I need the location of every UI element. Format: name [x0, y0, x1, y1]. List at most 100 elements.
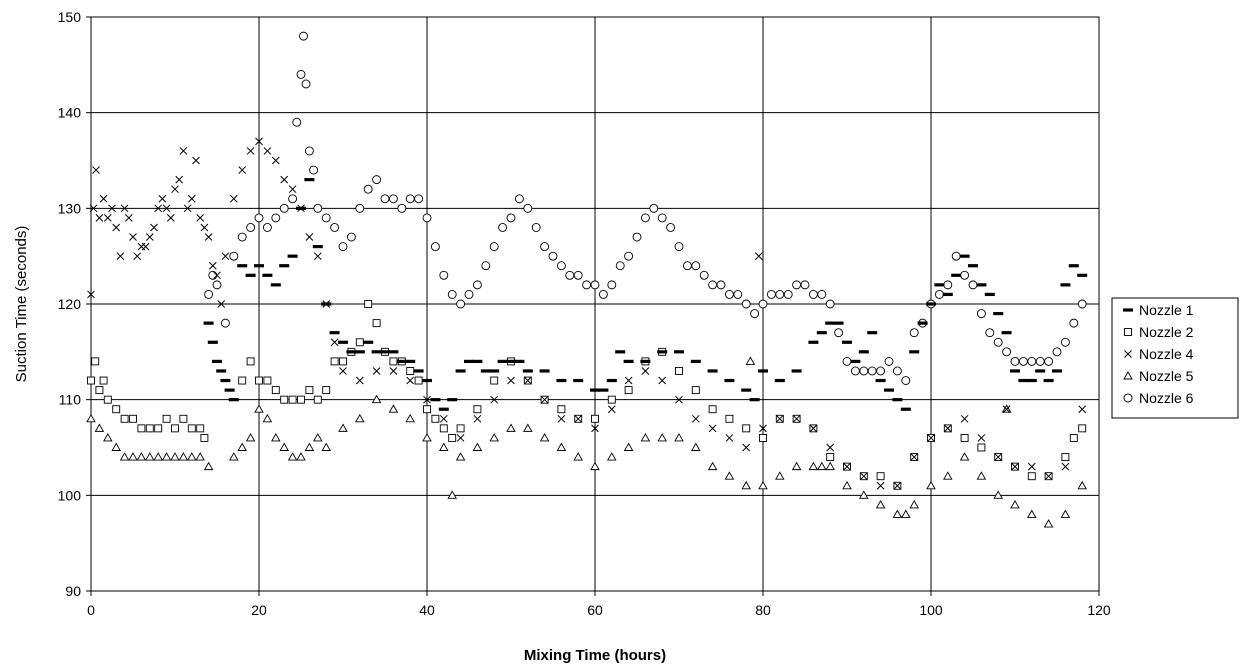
legend-marker-nozzle-2	[1124, 328, 1132, 336]
data-point-nozzle-4	[372, 367, 381, 375]
data-point-nozzle-2	[473, 405, 482, 414]
data-point-nozzle-4	[1002, 405, 1011, 414]
data-point-nozzle-2	[313, 395, 322, 404]
data-point-nozzle-6	[976, 309, 986, 319]
data-point-nozzle-5	[229, 452, 239, 461]
data-point-nozzle-6	[355, 203, 365, 213]
y-tick-label: 100	[58, 487, 82, 503]
data-point-nozzle-1	[447, 398, 458, 402]
data-point-nozzle-1	[968, 264, 978, 268]
data-point-nozzle-5	[724, 471, 735, 480]
data-point-nozzle-1	[1052, 369, 1062, 373]
data-point-nozzle-6	[254, 213, 264, 223]
data-point-nozzle-4	[574, 414, 583, 423]
data-point-nozzle-2	[112, 405, 121, 414]
data-point-nozzle-2	[675, 367, 683, 375]
data-point-nozzle-6	[447, 289, 457, 299]
data-point-nozzle-4	[162, 204, 171, 213]
data-point-nozzle-6	[867, 366, 877, 376]
data-point-nozzle-1	[842, 340, 852, 344]
data-point-nozzle-1	[615, 350, 626, 354]
data-point-nozzle-1	[464, 359, 474, 363]
data-point-nozzle-4	[977, 434, 986, 442]
data-point-nozzle-6	[397, 203, 407, 213]
data-point-nozzle-5	[758, 480, 768, 490]
data-point-nozzle-2	[1069, 433, 1078, 442]
data-point-nozzle-2	[389, 357, 398, 366]
data-point-nozzle-6	[632, 232, 642, 242]
data-point-nozzle-1	[224, 388, 235, 392]
data-point-nozzle-6	[640, 213, 650, 223]
data-point-nozzle-6	[304, 146, 314, 156]
data-point-nozzle-5	[187, 452, 197, 461]
data-point-nozzle-1	[338, 340, 348, 344]
x-axis-title: Mixing Time (hours)	[524, 647, 666, 664]
data-point-nozzle-6	[330, 223, 340, 232]
data-point-nozzle-2	[322, 386, 331, 395]
data-point-nozzle-4	[624, 376, 633, 385]
data-point-nozzle-2	[1061, 453, 1070, 462]
data-point-nozzle-6	[716, 280, 726, 290]
y-tick-label: 140	[58, 105, 82, 121]
data-point-nozzle-6	[279, 203, 289, 213]
data-point-nozzle-6	[876, 366, 886, 376]
data-point-nozzle-2	[876, 472, 885, 481]
data-point-nozzle-6	[842, 356, 852, 366]
data-point-nozzle-1	[573, 378, 584, 383]
data-point-nozzle-4	[171, 185, 179, 194]
y-axis-title: Suction Time (seconds)	[13, 226, 30, 383]
data-point-nozzle-4	[658, 376, 667, 385]
data-point-nozzle-5	[203, 461, 214, 471]
data-point-nozzle-1	[993, 311, 1004, 316]
data-point-nozzle-2	[103, 395, 112, 404]
data-point-nozzle-6	[506, 213, 516, 223]
data-point-nozzle-6	[741, 299, 751, 309]
data-point-nozzle-4	[263, 147, 272, 155]
data-point-nozzle-4	[204, 233, 213, 241]
data-point-nozzle-5	[94, 423, 105, 432]
data-point-nozzle-5	[279, 442, 289, 451]
data-point-nozzle-6	[850, 366, 860, 376]
data-point-nozzle-5	[254, 404, 264, 413]
data-point-nozzle-5	[976, 471, 987, 480]
data-point-nozzle-1	[942, 292, 953, 297]
data-point-nozzle-2	[448, 433, 457, 442]
data-point-nozzle-6	[666, 223, 676, 232]
data-point-nozzle-4	[1078, 405, 1087, 414]
data-point-nozzle-6	[472, 280, 482, 290]
data-point-nozzle-2	[431, 414, 440, 423]
data-point-nozzle-1	[590, 388, 600, 392]
data-point-nozzle-5	[539, 433, 550, 442]
x-tick-label: 60	[587, 602, 603, 618]
data-point-nozzle-2	[759, 433, 767, 442]
data-point-nozzle-1	[380, 350, 390, 354]
data-point-nozzle-6	[489, 242, 499, 252]
data-point-nozzle-6	[338, 242, 348, 252]
data-point-nozzle-4	[129, 233, 137, 241]
data-point-nozzle-1	[951, 273, 962, 277]
data-point-nozzle-4	[120, 204, 129, 213]
data-point-nozzle-2	[557, 405, 566, 414]
data-point-nozzle-6	[615, 261, 625, 271]
data-point-nozzle-6	[1002, 347, 1012, 357]
data-point-nozzle-1	[203, 321, 214, 325]
data-point-nozzle-6	[901, 376, 911, 385]
data-point-nozzle-6	[531, 223, 541, 232]
data-point-nozzle-6	[598, 289, 608, 299]
data-point-nozzle-2	[456, 424, 465, 433]
data-point-nozzle-4	[213, 271, 221, 280]
data-point-nozzle-5	[178, 452, 189, 461]
data-point-nozzle-5	[1027, 509, 1037, 518]
data-point-nozzle-1	[808, 340, 819, 344]
data-point-nozzle-6	[1069, 318, 1079, 328]
data-point-nozzle-5	[674, 433, 684, 442]
data-point-nozzle-6	[1035, 356, 1045, 366]
data-point-nozzle-2	[1027, 472, 1036, 481]
data-point-nozzle-1	[329, 331, 340, 335]
data-point-nozzle-1	[438, 407, 449, 411]
data-point-nozzle-1	[237, 264, 248, 268]
data-point-nozzle-2	[406, 367, 415, 375]
data-point-nozzle-6	[514, 194, 524, 204]
data-point-nozzle-1	[346, 350, 357, 354]
data-point-nozzle-4	[95, 214, 104, 222]
